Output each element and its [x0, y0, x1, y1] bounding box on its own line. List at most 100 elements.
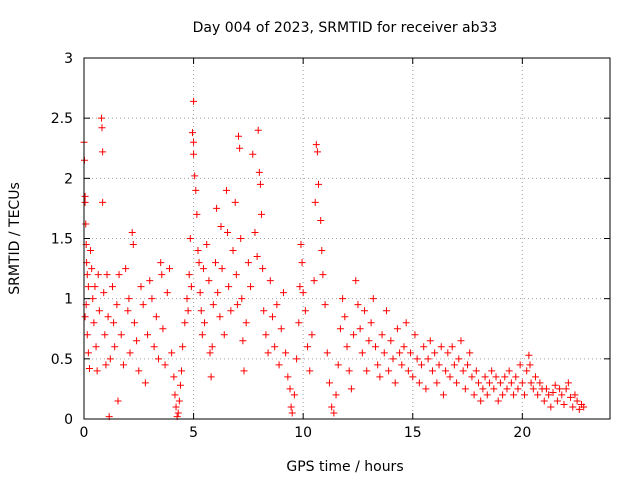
data-point — [159, 325, 167, 333]
data-point — [244, 259, 252, 267]
data-point — [184, 307, 192, 315]
data-point — [407, 349, 415, 357]
data-point — [161, 361, 169, 369]
data-point — [260, 307, 268, 315]
data-point — [81, 192, 89, 200]
data-point — [99, 148, 107, 156]
y-axis-tick-labels: 0 0.5 1 1.5 2 2.5 3 — [51, 51, 73, 428]
data-point — [171, 391, 179, 399]
data-point — [339, 295, 347, 303]
data-point — [199, 265, 207, 273]
data-point — [217, 222, 225, 230]
data-point — [369, 295, 377, 303]
data-point — [551, 381, 559, 389]
data-point — [437, 343, 445, 351]
data-point — [100, 289, 108, 297]
x-axis-label: GPS time / hours — [286, 459, 403, 475]
data-point — [459, 367, 467, 375]
data-point — [235, 132, 243, 140]
y-axis-label: SRMTID / TECUs — [7, 182, 23, 295]
data-point — [332, 391, 340, 399]
data-point — [110, 319, 118, 327]
data-point — [389, 355, 397, 363]
data-point — [90, 319, 98, 327]
data-point — [176, 381, 184, 389]
data-point — [113, 301, 121, 309]
data-point — [106, 355, 114, 363]
data-point — [503, 385, 511, 393]
data-point — [85, 364, 93, 372]
data-point — [295, 319, 303, 327]
data-point — [256, 180, 264, 188]
data-point — [290, 391, 298, 399]
data-point — [208, 343, 216, 351]
data-point — [179, 343, 187, 351]
data-point — [341, 313, 349, 321]
data-point — [191, 172, 199, 180]
data-point — [483, 391, 491, 399]
data-point — [299, 289, 307, 297]
data-point — [367, 319, 375, 327]
data-point — [391, 379, 399, 387]
data-point — [301, 307, 309, 315]
data-point — [122, 265, 130, 273]
data-point — [251, 228, 259, 236]
data-point — [277, 325, 285, 333]
data-point — [103, 271, 111, 279]
data-point — [194, 247, 202, 255]
data-point — [361, 307, 369, 315]
data-point — [240, 367, 248, 375]
data-point — [163, 289, 171, 297]
data-point — [318, 247, 326, 255]
chart-title: Day 004 of 2023, SRMTID for receiver ab3… — [193, 20, 498, 36]
x-tick-label: 5 — [189, 425, 198, 441]
data-point — [93, 367, 101, 375]
data-point — [183, 295, 191, 303]
x-tick-label: 20 — [513, 425, 531, 441]
data-point — [567, 393, 575, 401]
data-point — [479, 385, 487, 393]
data-point — [402, 319, 410, 327]
data-point — [279, 289, 287, 297]
data-point — [312, 141, 320, 149]
data-point — [188, 129, 196, 137]
data-point — [536, 379, 544, 387]
data-point — [431, 349, 439, 357]
data-point — [398, 361, 406, 369]
data-point — [363, 367, 371, 375]
data-point — [222, 186, 230, 194]
data-point — [233, 301, 241, 309]
data-point — [336, 325, 344, 333]
data-point — [227, 307, 235, 315]
data-point — [254, 126, 262, 134]
data-point — [84, 349, 92, 357]
y-tick-label: 2 — [64, 171, 73, 187]
data-point — [293, 355, 301, 363]
x-tick-label: 10 — [294, 425, 312, 441]
data-point — [569, 403, 577, 411]
data-point — [247, 283, 255, 291]
data-point — [457, 337, 465, 345]
data-point — [371, 343, 379, 351]
data-point — [575, 405, 583, 413]
data-point — [172, 403, 180, 411]
data-point — [99, 198, 107, 206]
data-point — [114, 397, 122, 405]
data-point — [564, 379, 572, 387]
data-point — [409, 373, 417, 381]
data-point — [420, 343, 428, 351]
data-point — [442, 367, 450, 375]
data-point — [428, 367, 436, 375]
data-point — [378, 331, 386, 339]
data-point — [472, 367, 480, 375]
data-point — [92, 343, 100, 351]
data-point — [464, 361, 472, 369]
data-point — [148, 295, 156, 303]
data-point — [376, 373, 384, 381]
data-point — [282, 349, 290, 357]
data-point — [91, 283, 99, 291]
data-point — [448, 343, 456, 351]
data-point — [108, 283, 116, 291]
data-point — [186, 235, 194, 242]
